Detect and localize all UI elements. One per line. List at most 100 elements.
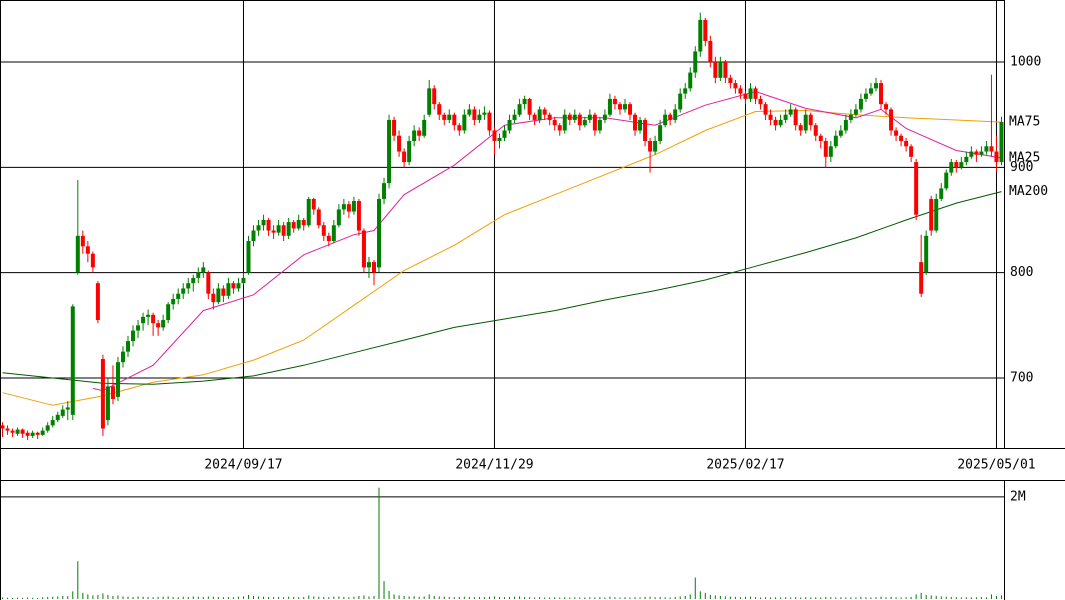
volume-bar xyxy=(237,596,239,599)
candle-body xyxy=(422,119,427,136)
candle-body xyxy=(336,209,341,226)
volume-bar xyxy=(965,597,967,599)
candle-body xyxy=(633,114,638,131)
candle-body xyxy=(236,283,241,289)
candle-body xyxy=(622,104,627,110)
volume-bar xyxy=(694,577,696,599)
volume-bar xyxy=(217,596,219,599)
volume-bar xyxy=(569,597,571,599)
volume-bar xyxy=(584,597,586,599)
candle-body xyxy=(35,432,40,435)
x-tick-label: 2024/11/29 xyxy=(455,458,533,473)
volume-bar xyxy=(830,597,832,599)
volume-bar xyxy=(765,597,767,599)
volume-bar xyxy=(428,594,430,599)
volume-bar xyxy=(524,596,526,599)
candle-body xyxy=(55,414,60,421)
volume-bar xyxy=(353,596,355,599)
candle-body xyxy=(567,114,572,120)
volume-bar xyxy=(157,596,159,599)
candle-body xyxy=(115,362,120,397)
volume-bar xyxy=(343,596,345,599)
candle-body xyxy=(110,386,115,400)
candle-body xyxy=(853,109,858,115)
candle-body xyxy=(15,429,20,434)
volume-bar xyxy=(247,594,249,599)
candle-body xyxy=(477,114,482,120)
volume-bar xyxy=(2,597,4,599)
candle-body xyxy=(808,114,813,126)
candle-body xyxy=(959,162,964,168)
volume-bar xyxy=(483,597,485,599)
volume-bar xyxy=(674,596,676,599)
volume-bar xyxy=(107,594,109,599)
volume-bar xyxy=(12,597,14,599)
volume-bar xyxy=(1000,595,1002,599)
candle-body xyxy=(261,219,266,226)
candle-body xyxy=(492,130,497,142)
candle-body xyxy=(532,114,537,120)
candle-body xyxy=(713,62,718,78)
candle-body xyxy=(688,72,693,89)
volume-bar xyxy=(504,597,506,599)
candle-body xyxy=(572,114,577,120)
volume-bar xyxy=(127,596,129,599)
volume-bar xyxy=(7,597,9,599)
candle-body xyxy=(321,225,326,236)
volume-bar xyxy=(172,596,174,599)
volume-bar xyxy=(122,596,124,599)
volume-bar xyxy=(734,596,736,599)
candle-body xyxy=(176,293,181,299)
volume-bar xyxy=(574,597,576,599)
volume-bar xyxy=(418,596,420,599)
volume-bar xyxy=(358,595,360,599)
volume-bar xyxy=(463,596,465,599)
candle-body xyxy=(432,88,437,105)
candle-body xyxy=(402,151,407,163)
candle-body xyxy=(823,141,828,157)
candle-body xyxy=(392,119,397,136)
candle-body xyxy=(326,235,331,242)
volume-bar xyxy=(458,596,460,599)
candle-body xyxy=(617,104,622,110)
candle-body xyxy=(472,109,477,120)
volume-bar xyxy=(202,596,204,599)
candle-body xyxy=(377,198,382,268)
volume-bar xyxy=(589,597,591,599)
volume-bar xyxy=(744,596,746,599)
volume-bar xyxy=(453,597,455,599)
volume-bar xyxy=(714,595,716,599)
volume-bar xyxy=(875,597,877,599)
volume-bar xyxy=(925,594,927,599)
volume-bar xyxy=(207,596,209,599)
candle-body xyxy=(366,262,371,268)
candle-body xyxy=(934,198,939,231)
volume-bar xyxy=(182,596,184,599)
volume-bar xyxy=(102,593,104,599)
candle-body xyxy=(487,112,492,131)
candle-body xyxy=(5,428,10,431)
candle-body xyxy=(813,125,818,136)
volume-bar xyxy=(363,595,365,599)
volume-bar xyxy=(689,594,691,599)
volume-bar xyxy=(443,596,445,599)
volume-bar xyxy=(308,595,310,599)
candle-body xyxy=(161,320,166,328)
candle-body xyxy=(25,432,30,436)
candle-body xyxy=(653,141,658,152)
volume-bar xyxy=(403,595,405,599)
volume-bar xyxy=(729,596,731,599)
volume-bar xyxy=(72,591,74,599)
volume-bar xyxy=(263,596,265,599)
volume-bar xyxy=(649,596,651,599)
volume-bar xyxy=(192,596,194,599)
volume-bar xyxy=(393,594,395,599)
volume-bar xyxy=(679,596,681,599)
candle-body xyxy=(522,98,527,105)
volume-bar xyxy=(935,595,937,599)
candle-body xyxy=(778,119,783,126)
ma-line xyxy=(2,191,1002,385)
volume-bar xyxy=(253,595,255,599)
volume-bar xyxy=(498,596,500,599)
